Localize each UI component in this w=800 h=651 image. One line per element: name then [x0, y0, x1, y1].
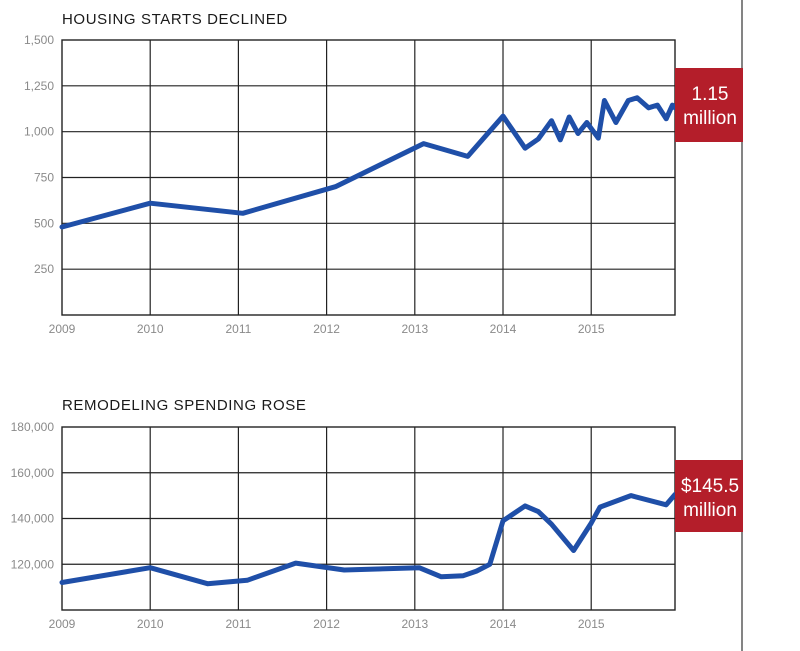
remodeling-spending-chart: REMODELING SPENDING ROSE 180,000160,0001… [11, 397, 743, 631]
x-tick-label: 2011 [225, 322, 251, 336]
y-tick-label: 250 [34, 262, 54, 276]
callout-value: 1.15 [692, 84, 729, 105]
gridlines [62, 40, 675, 315]
y-tick-label: 1,250 [24, 79, 54, 93]
y-tick-label: 1,500 [24, 33, 54, 47]
x-tick-label: 2013 [401, 617, 428, 631]
x-tick-labels: 2009 2010 2011 2012 2013 2014 2015 [49, 617, 605, 631]
y-tick-label: 750 [34, 171, 54, 185]
x-tick-label: 2013 [401, 322, 428, 336]
series-line [59, 492, 678, 587]
y-tick-label: 160,000 [11, 466, 55, 480]
x-tick-label: 2015 [578, 322, 605, 336]
x-tick-label: 2012 [313, 322, 340, 336]
x-tick-label: 2014 [490, 617, 517, 631]
gridlines [62, 427, 675, 610]
y-tick-label: 180,000 [11, 420, 55, 434]
y-tick-label: 140,000 [11, 512, 55, 526]
chart-title: HOUSING STARTS DECLINED [62, 11, 288, 28]
x-tick-label: 2010 [137, 322, 164, 336]
x-tick-label: 2009 [49, 617, 76, 631]
y-tick-labels: 180,000 160,000 140,000 120,000 [11, 420, 55, 571]
callout-unit: million [683, 500, 737, 521]
series-line [59, 95, 678, 230]
y-tick-label: 120,000 [11, 557, 55, 571]
y-tick-labels: 1,500 1,250 1,000 750 500 250 [24, 33, 54, 276]
callout-unit: million [683, 108, 737, 129]
value-callout-box [675, 68, 743, 142]
callout-value: $145.5 [681, 476, 739, 497]
x-tick-label: 2011 [225, 617, 251, 631]
chart-title: REMODELING SPENDING ROSE [62, 397, 306, 414]
x-tick-label: 2014 [490, 322, 517, 336]
housing-starts-chart: HOUSING STARTS DECLINED 1,500 1,250 1,000 7… [24, 11, 743, 336]
x-tick-labels: 2009 2010 2011 2012 2013 2014 2015 [49, 322, 605, 336]
x-tick-label: 2009 [49, 322, 76, 336]
y-tick-label: 1,000 [24, 125, 54, 139]
x-tick-label: 2012 [313, 617, 340, 631]
y-tick-label: 500 [34, 216, 54, 230]
x-tick-label: 2015 [578, 617, 605, 631]
value-callout-box [675, 460, 743, 532]
x-tick-label: 2010 [137, 617, 164, 631]
